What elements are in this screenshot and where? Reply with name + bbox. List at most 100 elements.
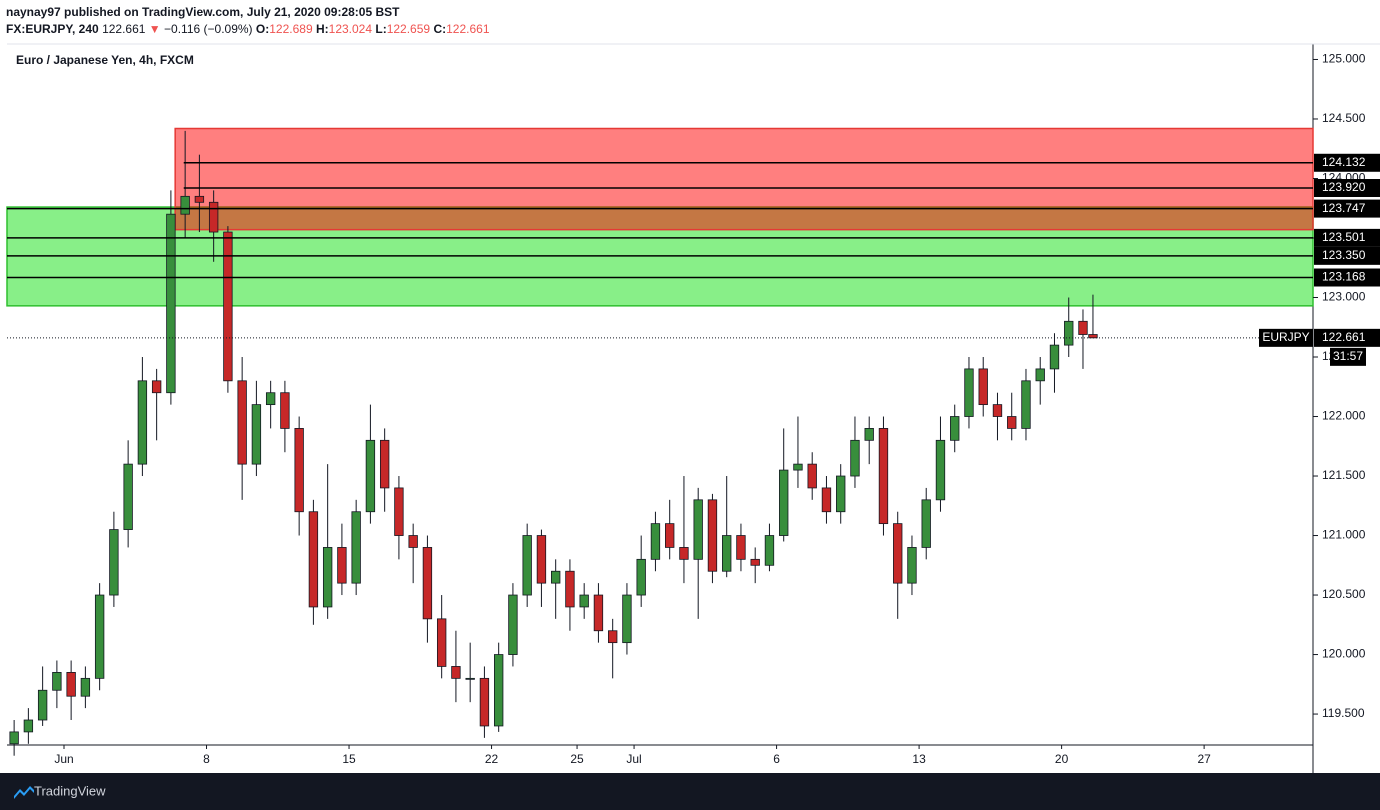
x-tick-label: 22 — [485, 752, 499, 766]
candle-body — [1021, 380, 1031, 429]
candle-body — [665, 523, 675, 548]
footer-logo — [14, 786, 34, 799]
candle-body — [66, 672, 76, 697]
candle-body — [52, 672, 62, 691]
candle-body — [793, 463, 803, 471]
candle-body — [593, 594, 604, 632]
candle-body — [394, 487, 404, 536]
candle-body — [251, 404, 262, 465]
y-tick-label: 120.000 — [1322, 647, 1366, 661]
candle-body — [109, 529, 119, 596]
y-tick-label: 125.000 — [1322, 52, 1366, 66]
candle-body — [1078, 320, 1088, 335]
footer-bar — [0, 773, 1380, 810]
candle-body — [1049, 344, 1060, 370]
candle-body — [465, 677, 475, 680]
price-label: 122.661 — [1322, 330, 1366, 344]
candle-body — [693, 499, 703, 560]
candle-body — [223, 231, 233, 382]
y-tick-label: 121.000 — [1322, 528, 1366, 542]
h-value: 123.024 — [328, 22, 373, 36]
candle-body — [493, 654, 504, 727]
candle-body — [992, 404, 1003, 417]
candle-body — [579, 594, 589, 608]
countdown-box — [1330, 347, 1366, 366]
candle-body — [337, 547, 347, 584]
candle-body — [9, 731, 19, 745]
candle-body — [722, 535, 732, 572]
candle-body — [978, 368, 988, 406]
o-label: O: — [255, 22, 270, 36]
y-tick-label: 123.000 — [1322, 290, 1366, 304]
change: −0.116 (−0.09%) — [164, 22, 253, 36]
level-label: 123.501 — [1322, 230, 1366, 244]
x-tick-label: 25 — [570, 752, 584, 766]
l-value: 122.659 — [386, 22, 431, 36]
candle-body — [935, 439, 946, 501]
candle-body — [265, 392, 276, 406]
y-tick-label: 120.500 — [1322, 587, 1366, 601]
candle-body — [1088, 334, 1098, 339]
level-label-box — [1314, 199, 1380, 218]
candle-body — [479, 677, 490, 727]
x-tick-label: Jun — [54, 752, 73, 766]
candle-body — [422, 547, 433, 620]
candle-body — [1035, 368, 1045, 382]
candle-body — [237, 380, 247, 465]
x-tick-label: 8 — [203, 752, 210, 766]
candle-body — [365, 439, 376, 513]
candle-body — [180, 195, 190, 215]
h-label: H: — [315, 22, 329, 36]
candle-body — [893, 523, 903, 584]
countdown: 31:57 — [1333, 349, 1363, 363]
level-label-box — [1314, 228, 1380, 247]
candle-body — [764, 535, 775, 566]
y-tick-label: 122.000 — [1322, 409, 1366, 423]
candle-body — [80, 677, 91, 697]
candle-body — [123, 463, 133, 530]
symbol-box — [1259, 328, 1313, 347]
level-label-box — [1314, 268, 1380, 287]
candle-body — [1064, 320, 1074, 346]
candle-body — [921, 499, 931, 548]
candle-body — [436, 618, 447, 667]
candle-body — [408, 535, 418, 548]
level-label: 123.168 — [1322, 270, 1366, 284]
candle-body — [137, 380, 148, 465]
level-label-box — [1314, 153, 1380, 172]
candle-body — [878, 428, 889, 525]
candle-body — [950, 416, 960, 441]
c-value: 122.661 — [446, 22, 490, 36]
symbol: FX:EURJPY, 240 — [6, 22, 99, 36]
x-tick-label: 6 — [773, 752, 780, 766]
candle-body — [636, 558, 646, 596]
footer-brand: TradingView — [34, 783, 106, 798]
y-tick-label: 121.500 — [1322, 468, 1366, 482]
symbol-label: EURJPY — [1262, 330, 1309, 344]
candle-body — [37, 689, 48, 721]
last: 122.661 — [102, 22, 146, 36]
o-value: 122.689 — [269, 22, 313, 36]
candle-body — [622, 594, 632, 644]
candle-body — [565, 570, 575, 608]
candle-body — [750, 558, 760, 566]
candle-body — [308, 511, 319, 608]
candle-body — [821, 487, 832, 513]
candle-body — [166, 213, 176, 394]
candle-body — [650, 523, 661, 560]
chart-title: Euro / Japanese Yen, 4h, FXCM — [16, 53, 194, 67]
candle-body — [351, 511, 361, 584]
candle-body — [1007, 416, 1017, 429]
x-tick-label: 27 — [1197, 752, 1211, 766]
candle-body — [294, 428, 304, 513]
candle-body — [508, 594, 518, 655]
level-label: 123.350 — [1322, 248, 1366, 262]
candle-body — [807, 463, 817, 489]
arrow: ▼ — [148, 22, 161, 36]
candle-body — [280, 392, 290, 429]
l-label: L: — [375, 22, 387, 36]
candle-body — [850, 439, 860, 477]
y-tick-label: 119.500 — [1322, 706, 1365, 720]
candle-body — [608, 630, 618, 644]
